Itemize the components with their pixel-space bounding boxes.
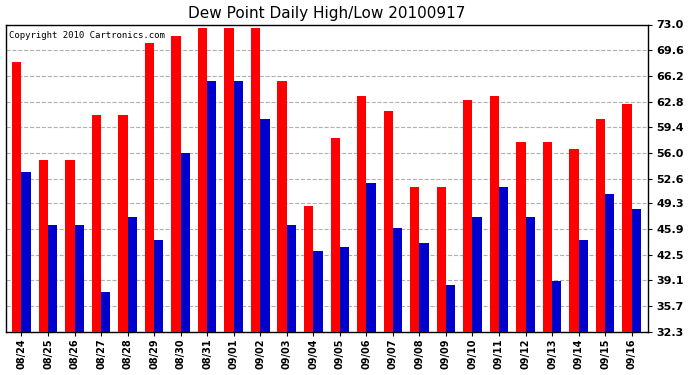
Bar bbox=[473, 217, 482, 332]
Bar bbox=[181, 153, 190, 332]
Bar bbox=[207, 81, 217, 332]
Bar bbox=[410, 187, 420, 332]
Bar bbox=[12, 62, 21, 332]
Bar bbox=[251, 28, 260, 332]
Bar bbox=[366, 183, 375, 332]
Bar bbox=[198, 28, 207, 332]
Bar bbox=[516, 141, 526, 332]
Bar bbox=[75, 225, 83, 332]
Bar bbox=[463, 100, 473, 332]
Bar bbox=[437, 187, 446, 332]
Bar bbox=[92, 115, 101, 332]
Bar bbox=[171, 36, 181, 332]
Bar bbox=[224, 28, 234, 332]
Bar bbox=[101, 292, 110, 332]
Bar bbox=[287, 225, 296, 332]
Bar bbox=[543, 141, 552, 332]
Bar bbox=[331, 138, 339, 332]
Bar bbox=[66, 160, 75, 332]
Bar bbox=[48, 225, 57, 332]
Bar bbox=[393, 228, 402, 332]
Bar bbox=[118, 115, 128, 332]
Bar bbox=[260, 119, 270, 332]
Bar bbox=[499, 187, 509, 332]
Bar bbox=[446, 285, 455, 332]
Bar bbox=[145, 44, 154, 332]
Text: Copyright 2010 Cartronics.com: Copyright 2010 Cartronics.com bbox=[9, 31, 165, 40]
Bar bbox=[526, 217, 535, 332]
Bar bbox=[490, 96, 499, 332]
Bar bbox=[579, 240, 588, 332]
Title: Dew Point Daily High/Low 20100917: Dew Point Daily High/Low 20100917 bbox=[188, 6, 465, 21]
Bar bbox=[39, 160, 48, 332]
Bar bbox=[357, 96, 366, 332]
Bar bbox=[234, 81, 243, 332]
Bar bbox=[313, 251, 322, 332]
Bar bbox=[420, 243, 428, 332]
Bar bbox=[304, 206, 313, 332]
Bar bbox=[384, 111, 393, 332]
Bar bbox=[154, 240, 164, 332]
Bar bbox=[595, 119, 605, 332]
Bar bbox=[339, 247, 349, 332]
Bar bbox=[277, 81, 287, 332]
Bar bbox=[569, 149, 579, 332]
Bar bbox=[552, 281, 562, 332]
Bar bbox=[631, 210, 641, 332]
Bar bbox=[128, 217, 137, 332]
Bar bbox=[622, 104, 631, 332]
Bar bbox=[21, 172, 31, 332]
Bar bbox=[605, 194, 614, 332]
